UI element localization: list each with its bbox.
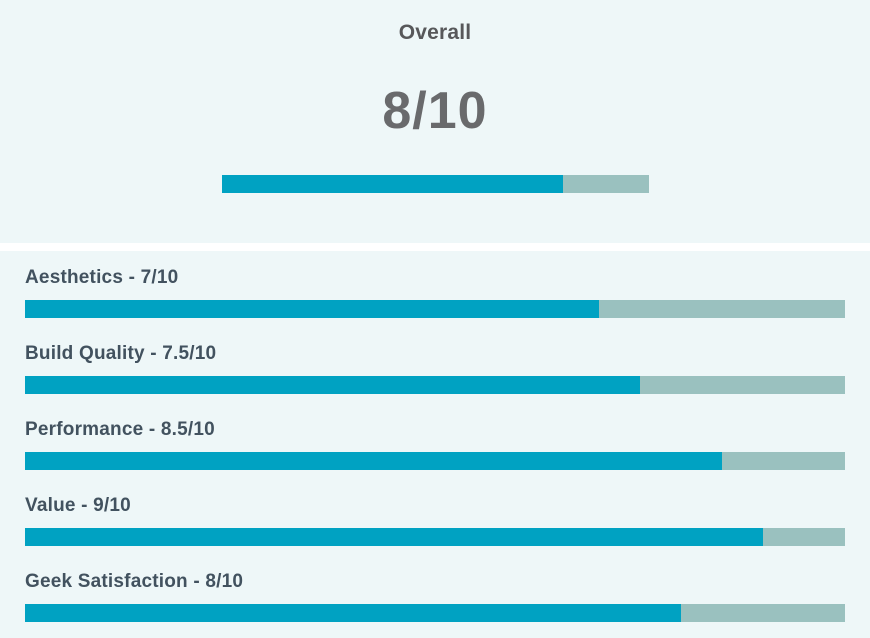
category-row-build-quality: Build Quality - 7.5/10	[25, 343, 845, 394]
category-label: Performance - 8.5/10	[25, 419, 215, 440]
category-bar-track	[25, 452, 845, 470]
overall-score-bar-fill	[221, 175, 564, 193]
category-label: Geek Satisfaction - 8/10	[25, 571, 244, 592]
category-row-performance: Performance - 8.5/10	[25, 419, 845, 470]
category-bar-track	[25, 300, 845, 318]
category-bar-fill	[25, 300, 599, 318]
category-scores-card: Aesthetics - 7/10 Build Quality - 7.5/10…	[0, 251, 870, 638]
category-row-value: Value - 9/10	[25, 495, 845, 546]
section-divider	[0, 243, 870, 251]
category-bar-track	[25, 604, 845, 622]
overall-score-value: 8/10	[382, 82, 488, 140]
category-bar-track	[25, 528, 845, 546]
category-row-geek-satisfaction: Geek Satisfaction - 8/10	[25, 571, 845, 622]
category-bar-fill	[25, 376, 640, 394]
category-row-aesthetics: Aesthetics - 7/10	[25, 267, 845, 318]
category-bar-fill	[25, 452, 722, 470]
category-label: Build Quality - 7.5/10	[25, 343, 217, 364]
overall-score-bar-track	[221, 175, 649, 193]
category-bar-fill	[25, 604, 681, 622]
overall-score-card: Overall 8/10	[0, 0, 870, 244]
category-bar-fill	[25, 528, 763, 546]
category-bar-track	[25, 376, 845, 394]
overall-title: Overall	[398, 21, 472, 44]
category-label: Value - 9/10	[25, 495, 131, 516]
category-label: Aesthetics - 7/10	[25, 267, 179, 288]
